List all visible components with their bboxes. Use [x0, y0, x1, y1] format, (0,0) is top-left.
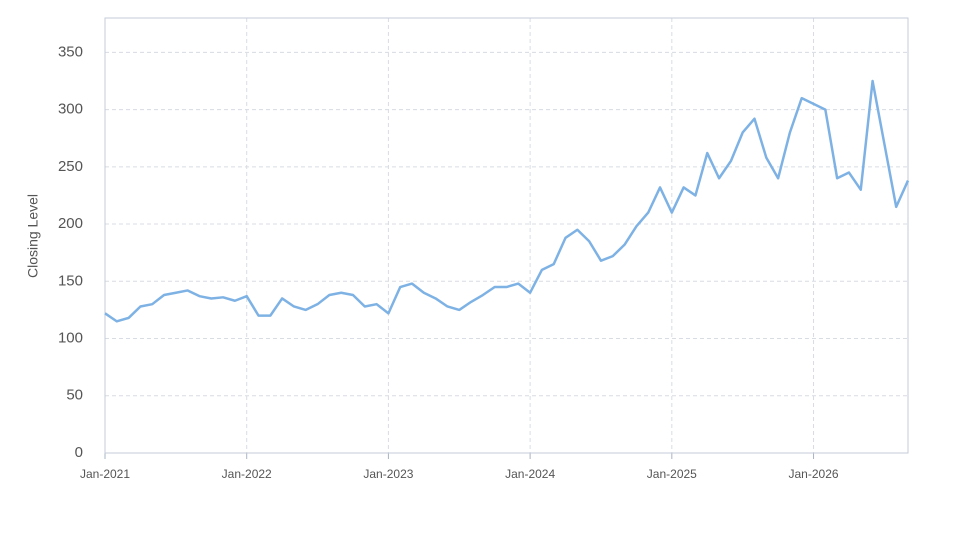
y-tick-label: 350: [58, 43, 83, 60]
x-tick-label: Jan-2025: [647, 467, 697, 481]
x-tick-label: Jan-2022: [222, 467, 272, 481]
data-line: [104, 79, 910, 323]
x-tick-label: Jan-2024: [505, 467, 555, 481]
y-tick-label: 250: [58, 158, 83, 175]
x-tick-label: Jan-2023: [363, 467, 413, 481]
y-tick-label: 300: [58, 101, 83, 118]
y-tick-label: 150: [58, 272, 83, 289]
y-tick-label: 0: [75, 444, 83, 461]
x-tick-label: Jan-2026: [789, 467, 839, 481]
y-tick-label: 200: [58, 215, 83, 232]
y-tick-label: 100: [58, 329, 83, 346]
y-axis-label: Closing Level: [25, 194, 41, 278]
y-tick-label: 50: [66, 387, 83, 404]
x-tick-label: Jan-2021: [80, 467, 130, 481]
plot-frame: [104, 17, 909, 454]
